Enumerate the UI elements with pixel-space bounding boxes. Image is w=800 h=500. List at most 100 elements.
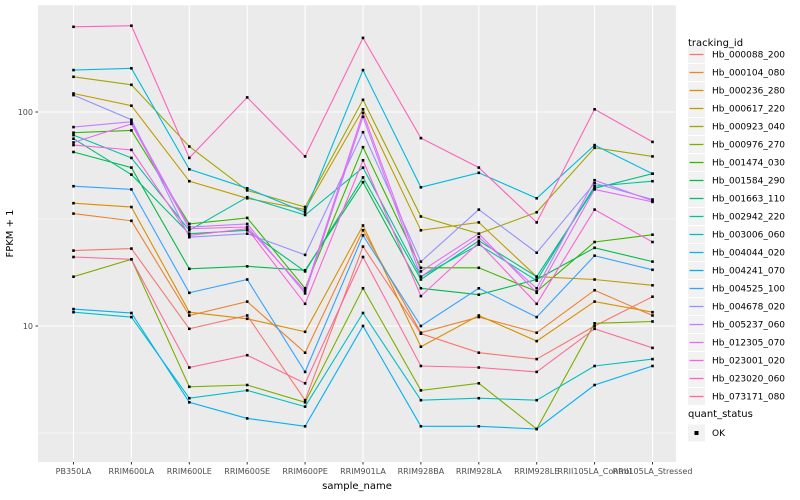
data-point-Hb_023020_060-RRII105LA_Control [593, 108, 596, 111]
data-point-Hb_001584_290-PB350LA [72, 150, 75, 154]
data-point-Hb_003006_060-RRIM928LA [477, 396, 481, 400]
data-point-Hb_000104_080-RRIM928LE [535, 331, 538, 334]
data-point-Hb_000236_280-RRIM600LE [188, 310, 191, 314]
data-point-Hb_073171_080-RRIM928LE [535, 370, 538, 374]
data-point-Hb_001663_110-RRIM600LA [130, 173, 133, 176]
legend-label-Hb_000923_040: Hb_000923_040 [712, 123, 785, 133]
data-point-Hb_001584_290-RRIM600LE [188, 267, 191, 271]
data-point-Hb_004241_070-RRIM600LA [130, 311, 133, 315]
legend-label-Hb_002942_220: Hb_002942_220 [712, 213, 785, 223]
data-point-Hb_000976_270-RRIM928LA [477, 382, 481, 385]
data-point-Hb_000976_270-RRIM600LE [188, 385, 191, 389]
legend-label-Hb_001474_030: Hb_001474_030 [712, 159, 785, 169]
legend-item-Hb_073171_080: Hb_073171_080 [688, 388, 785, 405]
data-point-Hb_000976_270-RRII105LA_Control [593, 322, 596, 325]
data-point-Hb_000236_280-RRIM600SE [245, 317, 249, 321]
data-point-Hb_004678_020-RRIM600LE [188, 235, 191, 239]
data-point-Hb_000923_040-RRIM600LA [130, 83, 133, 87]
data-point-Hb_000923_040-RRIM600SE [245, 189, 249, 192]
data-point-Hb_002942_220-RRIM928LA [477, 243, 481, 246]
data-point-Hb_004678_020-RRIM928BA [419, 260, 423, 263]
data-point-Hb_000923_040-RRIM600LE [188, 145, 191, 148]
data-point-Hb_001663_110-RRIM600LE [188, 232, 191, 235]
data-point-Hb_023001_020-RRII105LA_Control [593, 208, 596, 211]
data-point-Hb_002942_220-RRIM600PE [303, 213, 307, 217]
data-point-Hb_000088_200-RRIM928LE [535, 357, 538, 361]
data-point-Hb_023020_060-PB350LA [72, 25, 75, 29]
data-point-Hb_000617_220-RRIM928BA [419, 229, 423, 232]
data-point-Hb_023020_060-RRIM600LA [130, 24, 133, 27]
data-point-Hb_023001_020-RRIM600PE [303, 302, 307, 306]
legend-item-Hb_002942_220: Hb_002942_220 [688, 208, 785, 225]
data-point-Hb_012305_070-PB350LA [72, 141, 75, 144]
data-point-Hb_012305_070-RRIM600SE [245, 225, 249, 229]
x-tick-label: RRIM600LA [109, 467, 155, 476]
data-point-Hb_000923_040-RRIM600PE [303, 205, 307, 209]
legend-item-Hb_003006_060: Hb_003006_060 [688, 226, 785, 243]
data-point-Hb_012305_070-RRII105LA_Stressed [651, 200, 654, 204]
data-point-Hb_000104_080-RRIM600LE [188, 314, 191, 317]
data-point-Hb_073171_080-PB350LA [72, 255, 75, 259]
data-point-Hb_001474_030-RRIM928LA [477, 266, 481, 270]
data-point-Hb_000236_280-RRIM928LA [477, 314, 481, 317]
data-point-Hb_023001_020-RRIM928LA [477, 241, 481, 244]
data-point-Hb_000104_080-RRIM600SE [245, 300, 249, 303]
legend-label-Hb_004241_070: Hb_004241_070 [712, 267, 785, 277]
data-point-Hb_023001_020-RRII105LA_Stressed [651, 240, 654, 244]
data-point-Hb_001663_110-RRIM928LE [535, 275, 538, 278]
data-point-Hb_004044_020-RRIM600SE [245, 187, 249, 190]
data-point-Hb_004044_020-RRIM600LA [130, 67, 133, 70]
data-point-Hb_002942_220-RRIM600SE [245, 195, 249, 199]
data-point-Hb_012305_070-RRIM928LA [477, 232, 481, 235]
data-point-Hb_023001_020-RRIM600SE [245, 227, 249, 230]
data-point-Hb_005237_060-RRIM928LE [535, 287, 538, 290]
data-point-Hb_023020_060-RRIM600LE [188, 156, 191, 160]
data-point-Hb_002942_220-RRIM901LA [361, 166, 365, 169]
data-point-Hb_004525_100-RRIM600SE [245, 278, 249, 281]
data-point-Hb_073171_080-RRIM600LA [130, 258, 133, 261]
data-point-Hb_004044_020-RRII105LA_Control [593, 143, 596, 147]
legend-label-Hb_004044_020: Hb_004044_020 [712, 249, 785, 259]
data-point-Hb_001663_110-RRIM928BA [419, 278, 423, 281]
legend-label-Hb_023020_060: Hb_023020_060 [712, 375, 785, 385]
data-point-Hb_002942_220-RRII105LA_Stressed [651, 179, 654, 183]
data-point-Hb_012305_070-RRII105LA_Control [593, 188, 596, 191]
data-point-Hb_002942_220-RRIM600LA [130, 156, 133, 160]
data-point-Hb_000236_280-RRIM600LA [130, 205, 133, 209]
x-tick-label: RRIM600SE [224, 467, 270, 476]
legend-label-Hb_000088_200: Hb_000088_200 [712, 51, 785, 61]
data-point-Hb_004525_100-RRII105LA_Control [593, 254, 596, 257]
data-point-Hb_004678_020-RRIM901LA [361, 130, 365, 134]
data-point-Hb_073171_080-RRIM600SE [245, 353, 249, 357]
data-point-Hb_000976_270-RRIM901LA [361, 287, 365, 290]
data-point-Hb_001584_290-RRIM928BA [419, 287, 423, 290]
data-point-Hb_003006_060-RRIM600SE [245, 389, 249, 392]
legend-item-Hb_005237_060: Hb_005237_060 [688, 316, 785, 333]
data-point-Hb_004241_070-RRIM928LA [477, 425, 481, 428]
data-point-Hb_002942_220-RRIM928LE [535, 279, 538, 282]
data-point-Hb_003006_060-RRII105LA_Stressed [651, 357, 654, 361]
data-point-Hb_001474_030-RRIM600LA [130, 129, 133, 132]
data-point-Hb_023001_020-RRIM928LE [535, 302, 538, 306]
legend-item-quant-OK: OK [688, 424, 726, 442]
data-point-Hb_000236_280-RRIM600PE [303, 330, 307, 334]
x-axis-title: sample_name [322, 481, 392, 492]
data-point-Hb_000617_220-RRIM600LA [130, 104, 133, 107]
data-point-Hb_073171_080-RRIM928LA [477, 366, 481, 369]
legend-label-Hb_004678_020: Hb_004678_020 [712, 303, 785, 313]
data-point-Hb_000088_200-RRII105LA_Control [593, 324, 596, 328]
legend-item-Hb_000088_200: Hb_000088_200 [688, 46, 785, 63]
data-point-Hb_004525_100-RRIM600LE [188, 291, 191, 295]
data-point-Hb_023020_060-RRIM901LA [361, 36, 365, 40]
data-point-Hb_004044_020-RRIM928LE [535, 197, 538, 200]
data-point-Hb_023020_060-RRIM600PE [303, 155, 307, 158]
y-axis-title: FPKM + 1 [5, 209, 16, 257]
legend-label-Hb_003006_060: Hb_003006_060 [712, 231, 785, 241]
data-point-Hb_004044_020-RRII105LA_Stressed [651, 172, 654, 175]
x-tick-label: PB350LA [56, 467, 92, 476]
x-tick-label: RRIM928BA [398, 467, 445, 476]
data-point-Hb_004241_070-RRIM928LE [535, 427, 538, 431]
data-point-Hb_000236_280-RRIM928LE [535, 339, 538, 343]
data-point-Hb_001584_290-RRIM600LA [130, 166, 133, 169]
legend-item-Hb_001474_030: Hb_001474_030 [688, 154, 785, 171]
